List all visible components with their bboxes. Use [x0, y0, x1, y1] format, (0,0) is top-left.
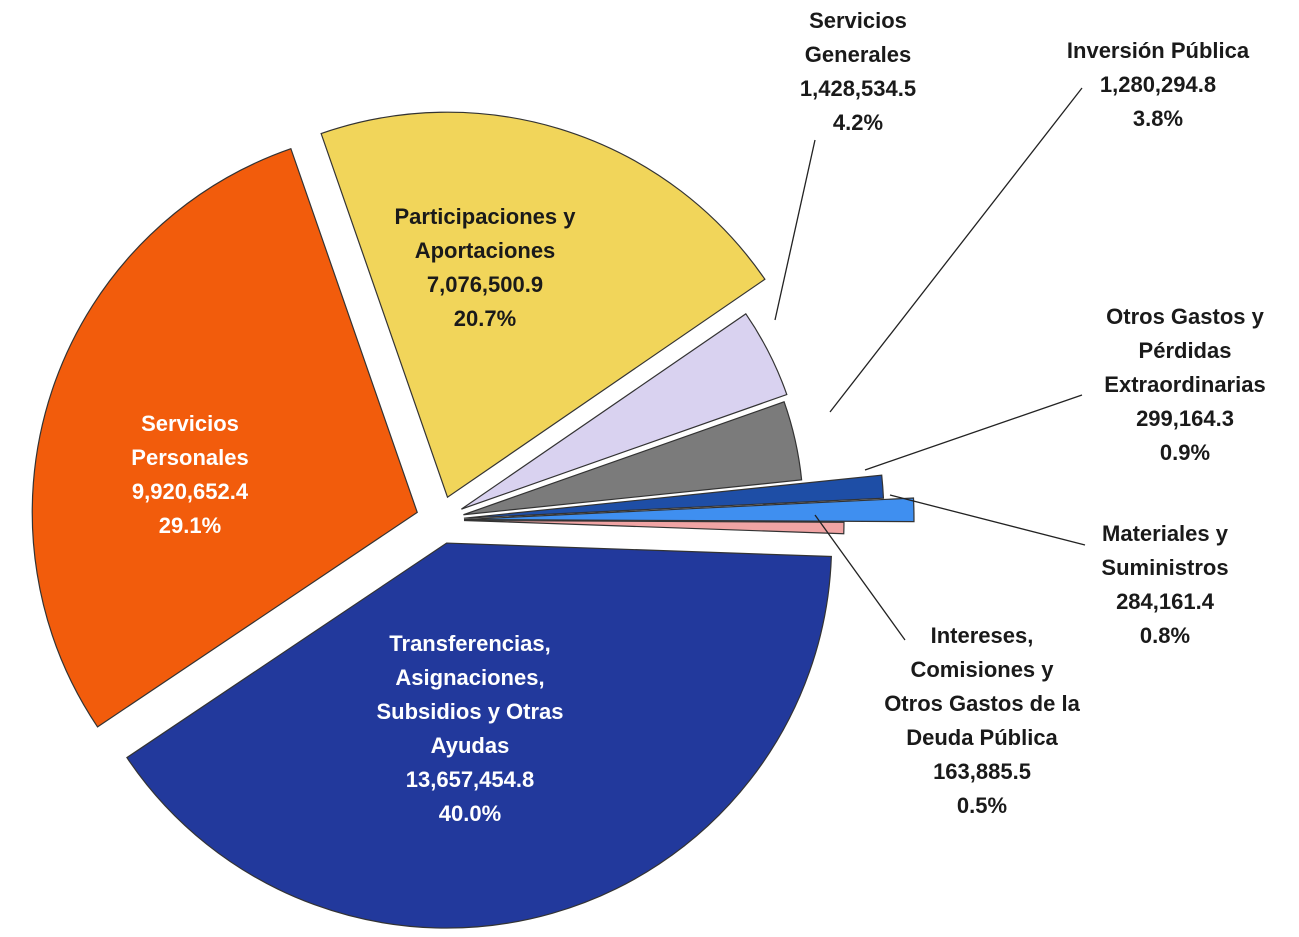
pie-slice — [463, 497, 915, 523]
percent-label: 0.5% — [957, 793, 1007, 818]
slice-label: Transferencias, Asignaciones, Subsidios y … — [376, 631, 563, 758]
value-label: 13,657,454.8 — [406, 767, 534, 792]
slice-label: Materiales y Suministros — [1101, 521, 1228, 580]
slice-label: Participaciones y Aportaciones — [395, 204, 577, 263]
value-label: 299,164.3 — [1136, 406, 1234, 431]
slice-label: Intereses, Comisiones y Otros Gastos de la… — [884, 623, 1080, 750]
percent-label: 0.8% — [1140, 623, 1190, 648]
value-label: 9,920,652.4 — [132, 479, 249, 504]
pie-slice — [463, 474, 885, 519]
value-label: 1,428,534.5 — [800, 76, 916, 101]
pie-slice — [126, 542, 832, 929]
slice-label: Servicios Generales — [805, 8, 911, 67]
slice-label: Inversión Pública — [1067, 38, 1250, 63]
value-label: 163,885.5 — [933, 759, 1031, 784]
pie-slice — [31, 147, 418, 728]
pie-slice — [320, 111, 766, 499]
percent-label: 4.2% — [833, 110, 883, 135]
leader-line — [829, 87, 1083, 413]
percent-label: 0.9% — [1160, 440, 1210, 465]
pie-slice — [461, 313, 788, 510]
percent-label: 40.0% — [439, 801, 501, 826]
value-label: 7,076,500.9 — [427, 272, 543, 297]
pie-slice — [463, 401, 803, 516]
slice-label: Otros Gastos y Pérdidas Extraordinarias — [1104, 304, 1265, 397]
percent-label: 29.1% — [159, 513, 221, 538]
leader-line — [864, 394, 1083, 471]
percent-label: 3.8% — [1133, 106, 1183, 131]
percent-label: 20.7% — [454, 306, 516, 331]
slice-label: Servicios Personales — [131, 411, 248, 470]
leader-line — [814, 514, 906, 641]
pie-slice — [463, 519, 845, 535]
value-label: 284,161.4 — [1116, 589, 1215, 614]
leader-line — [889, 494, 1086, 546]
value-label: 1,280,294.8 — [1100, 72, 1216, 97]
leader-line — [774, 139, 816, 321]
